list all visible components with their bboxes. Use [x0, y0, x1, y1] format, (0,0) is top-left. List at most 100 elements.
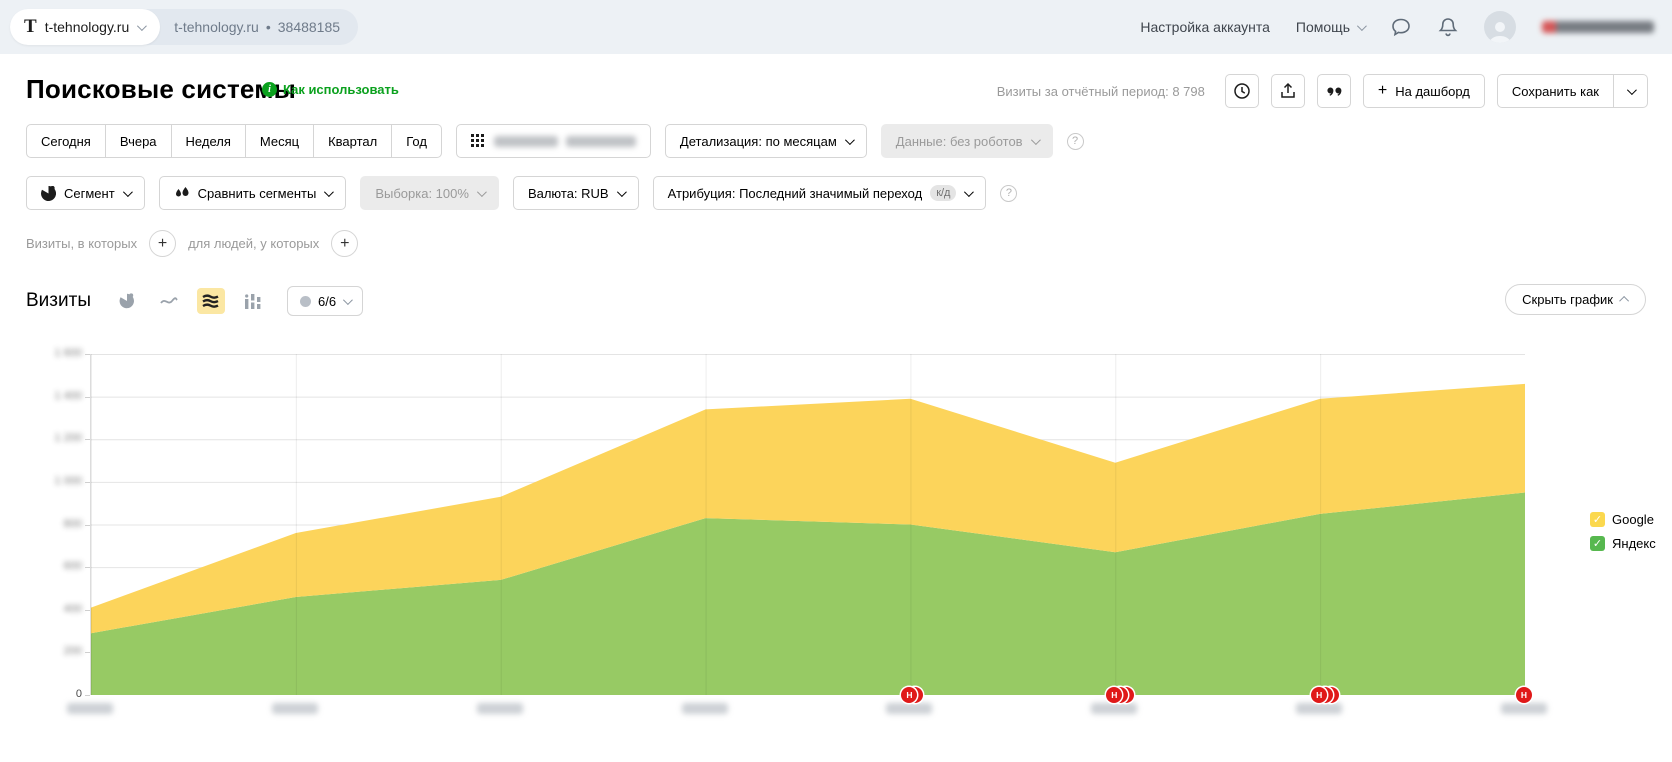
date-range-button[interactable] [456, 124, 651, 158]
x-axis-label-blurred [67, 703, 113, 714]
compare-drops-icon [174, 186, 190, 201]
visits-in-which-label: Визиты, в которых [26, 236, 137, 251]
chart-type-line-button[interactable] [155, 288, 183, 314]
page-title: Поисковые системы [26, 74, 296, 105]
period-tab-4[interactable]: Квартал [314, 124, 392, 158]
hide-chart-label: Скрыть график [1522, 292, 1613, 307]
y-axis-label: 0 [30, 688, 82, 700]
x-axis-label-blurred [1501, 703, 1547, 714]
chevron-down-icon [845, 135, 855, 145]
chart-legend: ✓Google✓Яндекс [1590, 512, 1656, 551]
for-people-label: для людей, у которых [188, 236, 319, 251]
sampling-label: Выборка: 100% [375, 186, 469, 201]
chevron-up-icon [1619, 296, 1629, 306]
legend-label: Яндекс [1612, 536, 1656, 551]
y-axis-tick [85, 567, 90, 568]
chevron-down-icon [123, 187, 133, 197]
topbar: T t-tehnology.ru t-tehnology.ru • 384881… [0, 0, 1672, 54]
save-as-split-button: Сохранить как [1497, 74, 1648, 108]
compare-segments-dropdown[interactable]: Сравнить сегменты [159, 176, 347, 210]
period-tab-0[interactable]: Сегодня [26, 124, 106, 158]
chart-type-pie-button[interactable] [113, 288, 141, 314]
segmentation-builder-row: Визиты, в которых + для людей, у которых… [26, 230, 358, 257]
metric-dot-icon [300, 296, 311, 307]
y-axis-label: 1 200 [30, 432, 82, 444]
visits-total-label: Визиты за отчётный период: 8 798 [997, 84, 1205, 99]
y-axis-tick [85, 439, 90, 440]
counter-breadcrumb[interactable]: t-tehnology.ru • 38488185 [160, 19, 358, 35]
period-tab-2[interactable]: Неделя [172, 124, 246, 158]
chevron-down-icon [477, 187, 487, 197]
chevron-down-icon [1357, 21, 1367, 31]
x-axis-label-blurred [1296, 703, 1342, 714]
sampling-dropdown[interactable]: Выборка: 100% [360, 176, 499, 210]
counter-name: t-tehnology.ru [45, 19, 130, 35]
chart-type-columns-button[interactable] [239, 288, 267, 314]
chevron-down-icon [617, 187, 627, 197]
legend-item-google[interactable]: ✓Google [1590, 512, 1656, 527]
segment-dropdown[interactable]: Сегмент [26, 176, 145, 210]
help-question-icon[interactable]: ? [1067, 133, 1084, 150]
chevron-down-icon [324, 187, 334, 197]
counter-logo-icon: T [24, 16, 37, 38]
y-axis-tick [85, 482, 90, 483]
dashboard-label: На дашборд [1395, 84, 1470, 99]
avatar[interactable] [1484, 11, 1516, 43]
help-question-icon[interactable]: ? [1000, 185, 1017, 202]
y-axis-tick [85, 610, 90, 611]
info-icon: i [262, 82, 277, 97]
attribution-dropdown[interactable]: Атрибуция: Последний значимый переход к/… [653, 176, 987, 210]
save-as-dropdown-button[interactable] [1614, 74, 1648, 108]
counter-switcher[interactable]: T t-tehnology.ru [10, 9, 160, 45]
plot-area[interactable] [90, 354, 1524, 695]
chevron-down-icon [1627, 85, 1637, 95]
detalization-label: Детализация: по месяцам [680, 134, 837, 149]
period-tab-5[interactable]: Год [392, 124, 442, 158]
add-visit-condition-button[interactable]: + [149, 230, 176, 257]
user-email-blurred[interactable] [1542, 21, 1654, 33]
period-tab-3[interactable]: Месяц [246, 124, 314, 158]
data-robots-label: Данные: без роботов [896, 134, 1023, 149]
y-axis-tick [85, 695, 90, 696]
currency-dropdown[interactable]: Валюта: RUB [513, 176, 639, 210]
metrics-count-label: 6/6 [318, 294, 336, 309]
hide-chart-button[interactable]: Скрыть график [1505, 284, 1646, 315]
header-toolbar: Визиты за отчётный период: 8 798 + На да… [997, 74, 1648, 108]
help-menu[interactable]: Помощь [1296, 19, 1364, 35]
account-settings-link[interactable]: Настройка аккаунта [1140, 19, 1270, 35]
breadcrumb-site: t-tehnology.ru [174, 19, 259, 35]
legend-item-яндекс[interactable]: ✓ Яндекс [1590, 536, 1656, 551]
add-to-dashboard-button[interactable]: + На дашборд [1363, 74, 1485, 108]
x-axis-label-blurred [272, 703, 318, 714]
chevron-down-icon [1031, 135, 1041, 145]
export-button[interactable] [1271, 74, 1305, 108]
y-axis-label: 1 400 [30, 390, 82, 402]
segment-filter-row: Сегмент Сравнить сегменты Выборка: 100% … [26, 176, 1017, 210]
schedule-clock-button[interactable] [1225, 74, 1259, 108]
help-label: Помощь [1296, 19, 1350, 35]
chat-icon[interactable] [1390, 16, 1412, 38]
period-filter-row: СегодняВчераНеделяМесяцКварталГод Детали… [26, 124, 1084, 158]
event-marker-circle: H [1516, 687, 1532, 703]
period-tab-1[interactable]: Вчера [106, 124, 172, 158]
segment-label: Сегмент [64, 186, 115, 201]
save-as-button[interactable]: Сохранить как [1497, 74, 1614, 108]
data-robots-dropdown[interactable]: Данные: без роботов [881, 124, 1053, 158]
y-axis-label: 200 [30, 645, 82, 657]
annotations-quotes-button[interactable] [1317, 74, 1351, 108]
add-people-condition-button[interactable]: + [331, 230, 358, 257]
counter-pill-group: T t-tehnology.ru t-tehnology.ru • 384881… [10, 9, 358, 45]
y-axis-tick [85, 397, 90, 398]
metrics-selector[interactable]: 6/6 [287, 286, 363, 316]
segment-pie-icon [41, 186, 56, 201]
date-range-end-blurred [566, 136, 636, 147]
y-axis-tick [85, 525, 90, 526]
notifications-bell-icon[interactable] [1438, 16, 1458, 38]
chevron-down-icon [343, 295, 353, 305]
legend-checkbox[interactable]: ✓ [1590, 512, 1605, 527]
detalization-dropdown[interactable]: Детализация: по месяцам [665, 124, 867, 158]
chart-type-stacked-area-button[interactable] [197, 288, 225, 314]
how-to-use-link[interactable]: i Как использовать [262, 82, 399, 97]
legend-checkbox[interactable]: ✓ [1590, 536, 1605, 551]
how-to-use-label: Как использовать [283, 82, 399, 97]
